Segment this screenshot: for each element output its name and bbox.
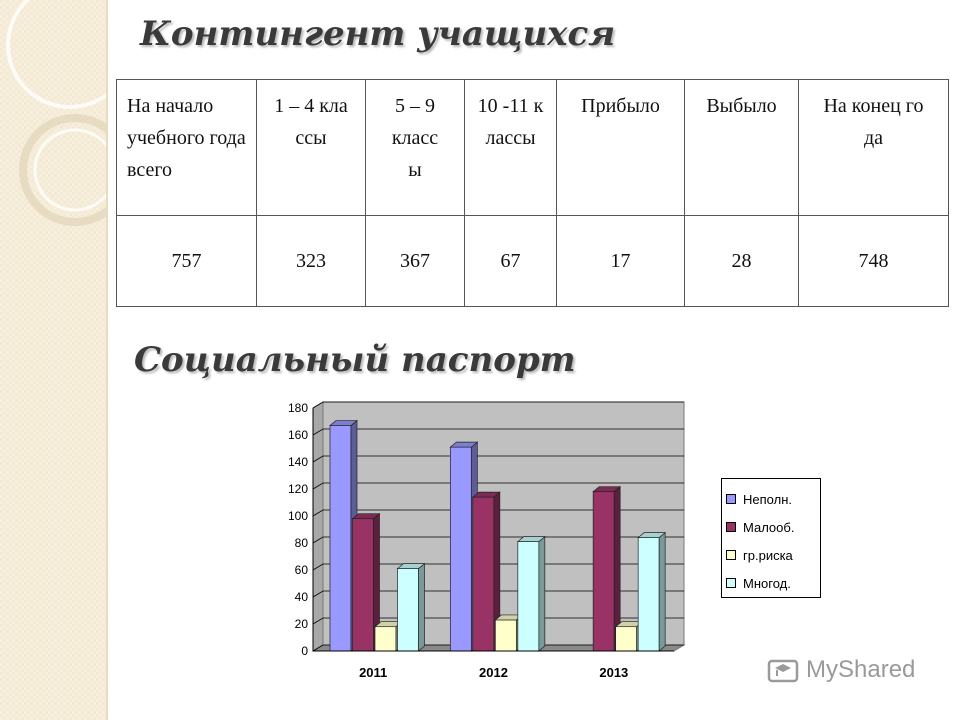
table-row: 757 323 367 67 17 28 748 <box>116 215 949 307</box>
legend-swatch <box>726 578 736 588</box>
bar-top <box>396 563 426 569</box>
legend-swatch <box>726 522 736 532</box>
gridline <box>312 617 684 625</box>
gridline <box>312 509 684 517</box>
bar-top <box>637 532 667 538</box>
legend-label: Многод. <box>743 575 791 591</box>
bar <box>374 626 397 652</box>
bar-side <box>418 562 425 652</box>
x-tick-label: 2011 <box>359 665 387 680</box>
gridline <box>312 644 684 652</box>
legend-item: Многод. <box>726 569 816 597</box>
bar <box>615 626 638 652</box>
y-tick-label: 180 <box>288 401 308 415</box>
bar-top <box>592 486 622 493</box>
y-tick-label: 140 <box>288 455 308 469</box>
chart-side-wall <box>312 401 324 652</box>
bar <box>472 496 495 652</box>
legend-item: Малооб. <box>726 513 816 541</box>
header-cell-grades-5-9: 5 – 9 классы <box>365 79 465 216</box>
gridline <box>312 563 684 571</box>
mortarboard-icon <box>767 659 799 683</box>
x-tick-label: 2012 <box>479 665 508 680</box>
bar <box>449 446 472 652</box>
chart-y-axis: 0 20 40 60 80 100 120 140 160 180 <box>288 401 314 658</box>
legend-item: гр.риска <box>726 541 816 569</box>
bar <box>329 425 352 652</box>
value-cell-grades-10-11: 67 <box>464 215 557 307</box>
value-cell-end-of-year: 748 <box>798 215 949 307</box>
decorative-rings-icon <box>6 0 106 226</box>
header-cell-grades-1-4: 1 – 4 классы <box>256 79 366 216</box>
bar <box>397 568 419 652</box>
table-header-row: На начало учебного года всего 1 – 4 клас… <box>116 79 949 216</box>
legend-item: Неполн. <box>726 485 816 513</box>
chart-gridlines <box>312 401 684 652</box>
header-cell-grades-10-11: 10 -11 классы <box>464 79 557 216</box>
legend-label: гр.риска <box>743 547 793 563</box>
header-cell-arrived: Прибыло <box>556 79 685 216</box>
gridline <box>312 428 684 436</box>
watermark-text: MyShared <box>806 656 916 683</box>
header-cell-end-of-year: На конец года <box>798 79 949 216</box>
legend-label: Малооб. <box>743 519 795 535</box>
bar <box>517 541 540 652</box>
bar-top <box>329 420 358 426</box>
value-cell-departed: 28 <box>684 215 799 307</box>
watermark: MyShared <box>766 655 915 685</box>
y-tick-label: 80 <box>295 536 309 550</box>
bar-top <box>471 491 501 498</box>
value-cell-start-total: 757 <box>116 215 257 307</box>
value-cell-grades-5-9: 367 <box>365 215 465 307</box>
bar <box>637 537 660 652</box>
bar-top <box>449 441 479 448</box>
legend-swatch <box>726 550 736 560</box>
y-tick-label: 20 <box>295 617 309 631</box>
legend-label: Неполн. <box>743 491 792 507</box>
social-passport-title: Социальный паспорт <box>134 340 576 380</box>
gridline <box>312 401 684 409</box>
contingent-table: На начало учебного года всего 1 – 4 клас… <box>116 79 949 307</box>
bar <box>592 491 615 652</box>
gridline <box>312 482 684 490</box>
bar-side <box>538 535 546 652</box>
legend-swatch <box>726 494 736 504</box>
bar-top <box>516 536 546 542</box>
gridline <box>312 590 684 598</box>
y-tick-label: 40 <box>295 590 309 604</box>
bar <box>494 619 517 652</box>
y-tick-label: 160 <box>288 428 308 442</box>
value-cell-arrived: 17 <box>556 215 685 307</box>
social-passport-chart: 0 20 40 60 80 100 120 140 160 180 2011 2012 2013 <box>288 401 686 680</box>
y-tick-label: 120 <box>288 482 308 496</box>
gridline <box>312 536 684 544</box>
y-tick-label: 60 <box>295 563 309 577</box>
bar-side <box>658 531 666 652</box>
bar <box>352 518 374 652</box>
decorative-strip <box>0 0 108 720</box>
header-cell-departed: Выбыло <box>684 79 799 216</box>
gridline <box>312 455 684 463</box>
bar-top <box>351 513 381 520</box>
y-tick-label: 100 <box>288 509 308 523</box>
contingent-title: Контингент учащихся <box>140 14 616 54</box>
header-cell-start-total: На начало учебного года всего <box>116 79 257 216</box>
x-tick-label: 2013 <box>599 665 628 680</box>
chart-x-axis: 2011 2012 2013 <box>313 650 674 680</box>
chart-legend: Неполн. Малооб. гр.риска Многод. <box>721 478 821 598</box>
value-cell-grades-1-4: 323 <box>256 215 366 307</box>
y-tick-label: 0 <box>301 644 308 658</box>
